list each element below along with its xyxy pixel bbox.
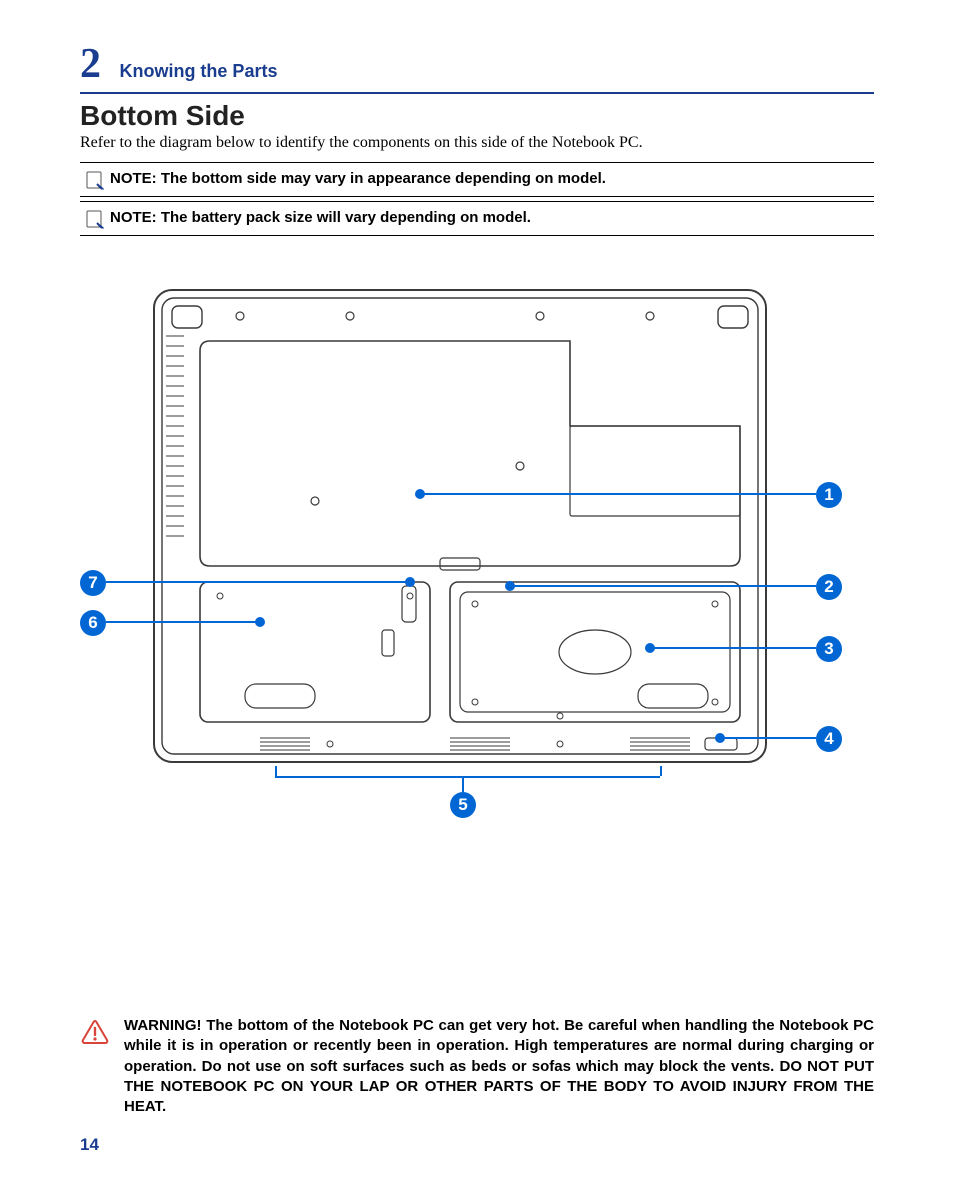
callout-badge-6: 6	[80, 610, 106, 636]
note-icon	[80, 169, 110, 190]
callout-bracket-drop	[462, 776, 464, 792]
chapter-header: 2 Knowing the Parts	[80, 40, 874, 94]
callout-badge-7: 7	[80, 570, 106, 596]
page: 2 Knowing the Parts Bottom Side Refer to…	[0, 0, 954, 1185]
laptop-bottom-illustration	[150, 286, 770, 766]
callout-badge-1: 1	[816, 482, 842, 508]
warning-icon	[80, 1016, 124, 1053]
section-intro: Refer to the diagram below to identify t…	[80, 134, 874, 152]
chapter-number: 2	[80, 40, 101, 88]
callout-dot	[505, 581, 515, 591]
callout-dot	[645, 643, 655, 653]
callout-badge-2: 2	[816, 574, 842, 600]
callout-badge-3: 3	[816, 636, 842, 662]
callout-dot	[405, 577, 415, 587]
section-title: Bottom Side	[80, 100, 874, 132]
diagram: 1 2 3 4 5 6 7	[80, 276, 874, 836]
note-text: NOTE: The battery pack size will vary de…	[110, 208, 874, 228]
callout-leader	[106, 621, 260, 623]
note-text: NOTE: The bottom side may vary in appear…	[110, 169, 874, 189]
note-row: NOTE: The bottom side may vary in appear…	[80, 162, 874, 197]
callout-leader	[510, 585, 816, 587]
callout-leader	[650, 647, 816, 649]
warning-block: WARNING! The bottom of the Notebook PC c…	[80, 1016, 874, 1117]
callout-badge-4: 4	[816, 726, 842, 752]
page-number: 14	[80, 1135, 874, 1155]
note-row: NOTE: The battery pack size will vary de…	[80, 201, 874, 236]
note-icon	[80, 208, 110, 229]
callout-badge-5: 5	[450, 792, 476, 818]
callout-leader	[720, 737, 816, 739]
chapter-title: Knowing the Parts	[119, 61, 277, 82]
callout-leader	[420, 493, 816, 495]
callout-dot	[415, 489, 425, 499]
callout-bracket	[275, 776, 660, 778]
warning-text: WARNING! The bottom of the Notebook PC c…	[124, 1016, 874, 1117]
callout-dot	[255, 617, 265, 627]
callout-bracket-tick	[660, 766, 662, 776]
callout-leader	[106, 581, 410, 583]
callout-dot	[715, 733, 725, 743]
callout-bracket-tick	[275, 766, 277, 776]
